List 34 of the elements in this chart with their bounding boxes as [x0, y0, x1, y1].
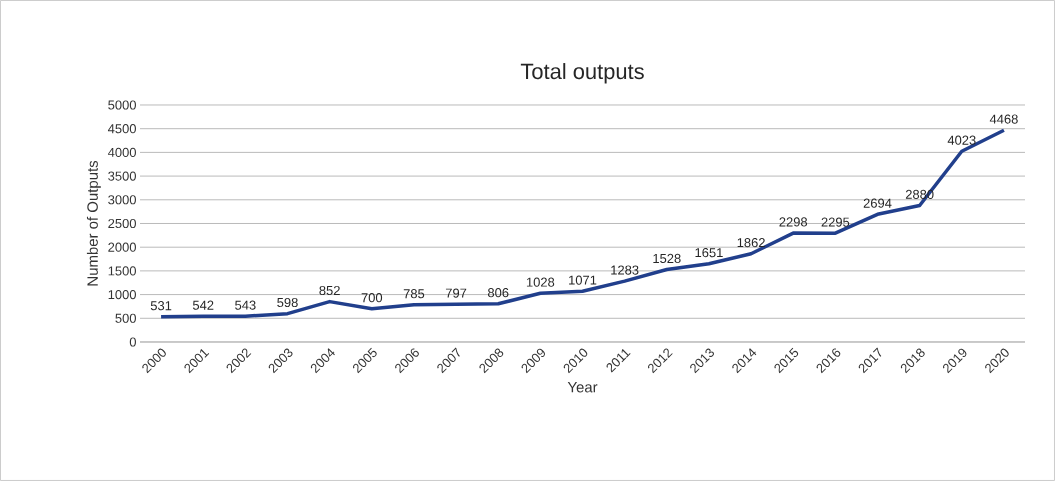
y-axis-title: Number of Outputs	[86, 160, 101, 286]
x-axis-title: Year	[567, 382, 598, 393]
data-label: 852	[319, 285, 340, 296]
data-label: 1283	[611, 265, 639, 275]
data-label: 797	[445, 288, 467, 298]
data-label: 531	[150, 301, 172, 311]
y-tick-label: 2500	[108, 218, 136, 229]
data-label: 598	[277, 297, 298, 308]
y-tick-label: 4500	[107, 124, 136, 134]
data-label: 1862	[737, 238, 765, 248]
y-tick-label: 3500	[108, 171, 136, 181]
data-label: 806	[487, 288, 509, 298]
data-label: 542	[192, 300, 214, 310]
y-tick-label: 1500	[108, 266, 136, 276]
y-tick-label: 500	[115, 313, 136, 323]
data-label: 1028	[526, 277, 555, 287]
data-label: 4023	[947, 135, 976, 145]
y-tick-label: 2000	[108, 242, 136, 252]
y-tick-label: 0	[129, 337, 136, 347]
data-label: 2295	[821, 217, 850, 227]
data-label: 1528	[653, 253, 681, 264]
data-label: 2298	[779, 217, 808, 227]
data-label: 1071	[569, 275, 597, 285]
y-tick-label: 1000	[108, 290, 136, 300]
data-label: 2694	[863, 198, 892, 208]
y-tick-label: 3000	[108, 195, 136, 205]
data-label: 1651	[695, 248, 723, 258]
data-label: 4468	[989, 114, 1018, 124]
data-label: 543	[235, 300, 256, 310]
y-tick-label: 4000	[107, 147, 136, 157]
data-label: 700	[361, 293, 383, 303]
chart-title: Total outputs	[520, 63, 644, 84]
y-tick-label: 5000	[108, 100, 136, 110]
data-label: 785	[403, 289, 425, 299]
